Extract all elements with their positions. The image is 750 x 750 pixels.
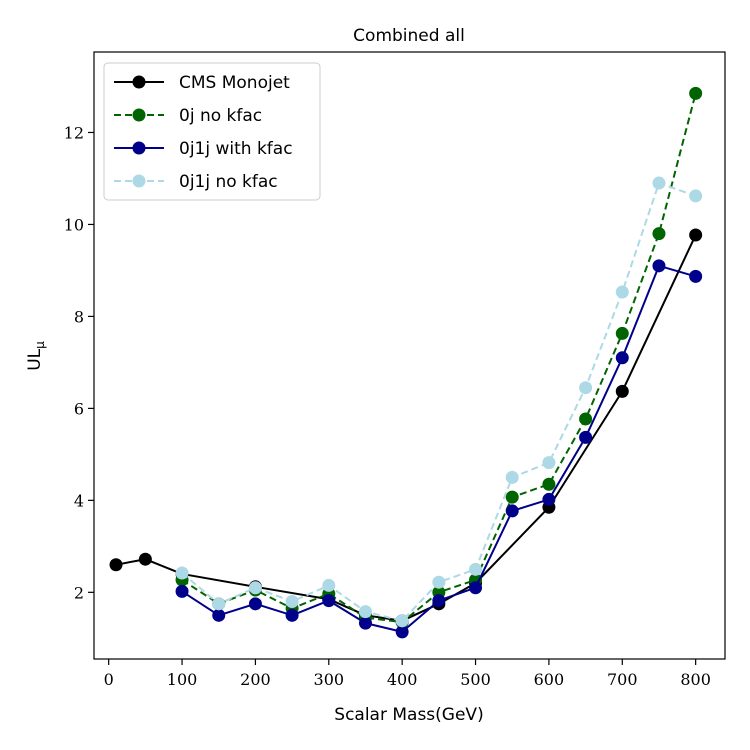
x-tick-label: 600 xyxy=(534,670,565,689)
y-tick-label: 4 xyxy=(74,491,84,510)
data-point xyxy=(579,381,593,395)
y-tick-label: 12 xyxy=(64,123,84,142)
data-point xyxy=(109,558,123,572)
data-point xyxy=(652,176,666,190)
data-point xyxy=(285,608,299,622)
legend-marker xyxy=(132,141,146,155)
x-tick-label: 200 xyxy=(240,670,271,689)
data-point xyxy=(542,492,556,506)
data-point xyxy=(212,597,226,611)
legend-marker xyxy=(132,174,146,188)
y-tick-label: 10 xyxy=(64,215,84,234)
data-point xyxy=(358,605,372,619)
data-point xyxy=(615,384,629,398)
data-point xyxy=(469,562,483,576)
data-point xyxy=(212,608,226,622)
data-point xyxy=(248,581,262,595)
legend-label: CMS Monojet xyxy=(179,73,290,93)
data-point xyxy=(542,477,556,491)
data-point xyxy=(652,227,666,241)
legend-box xyxy=(103,62,321,201)
y-tick-label: 6 xyxy=(74,399,84,418)
data-point xyxy=(615,285,629,299)
legend-item: 0j1j with kfac xyxy=(114,139,293,159)
y-axis-label: ULμ xyxy=(25,341,47,371)
x-tick-label: 400 xyxy=(387,670,418,689)
legend-item: 0j1j no kfac xyxy=(114,172,278,192)
data-point xyxy=(689,86,703,100)
y-tick-label: 2 xyxy=(74,583,84,602)
data-point xyxy=(615,326,629,340)
x-tick-label: 100 xyxy=(167,670,198,689)
x-axis-label: Scalar Mass(GeV) xyxy=(334,705,483,725)
legend-marker xyxy=(132,108,146,122)
data-point xyxy=(579,412,593,426)
plot-frame xyxy=(93,51,726,660)
data-point xyxy=(542,456,556,470)
legend-label: 0j no kfac xyxy=(179,106,262,126)
data-point xyxy=(689,269,703,283)
data-point xyxy=(322,594,336,608)
data-point xyxy=(505,470,519,484)
x-tick-label: 300 xyxy=(314,670,345,689)
data-point xyxy=(505,490,519,504)
data-point xyxy=(138,552,152,566)
y-tick-label: 8 xyxy=(74,307,84,326)
data-point xyxy=(322,578,336,592)
x-tick-label: 700 xyxy=(607,670,638,689)
series-2 xyxy=(175,259,703,639)
series-layer xyxy=(109,86,703,639)
data-point xyxy=(652,259,666,273)
legend: CMS Monojet 0j no kfac 0j1j with kfac 0j1j … xyxy=(103,62,321,201)
legend-item: CMS Monojet xyxy=(114,73,290,93)
data-point xyxy=(505,504,519,518)
data-point xyxy=(469,581,483,595)
y-axis-label-subscript: μ xyxy=(33,341,47,349)
x-tick-label: 500 xyxy=(460,670,491,689)
data-point xyxy=(689,189,703,203)
series-3 xyxy=(175,176,703,628)
data-point xyxy=(395,614,409,628)
data-point xyxy=(395,625,409,639)
data-point xyxy=(615,351,629,365)
data-point xyxy=(285,595,299,609)
data-point xyxy=(432,575,446,589)
legend-marker xyxy=(132,75,146,89)
axes: 0 100 200 300 400 500 600 700 800 2 4 6 8 10 12 xyxy=(64,123,711,689)
data-point xyxy=(432,594,446,608)
data-point xyxy=(248,597,262,611)
y-axis-label-main: UL xyxy=(25,348,45,370)
legend-label: 0j1j with kfac xyxy=(179,139,293,159)
x-tick-label: 800 xyxy=(680,670,711,689)
data-point xyxy=(175,584,189,598)
data-point xyxy=(358,616,372,630)
data-point xyxy=(175,566,189,580)
plot-area xyxy=(109,86,703,639)
data-point xyxy=(689,228,703,242)
legend-item: 0j no kfac xyxy=(114,106,262,126)
legend-label: 0j1j no kfac xyxy=(179,172,278,192)
data-point xyxy=(579,430,593,444)
chart-title: Combined all xyxy=(353,26,465,46)
x-tick-label: 0 xyxy=(104,670,114,689)
